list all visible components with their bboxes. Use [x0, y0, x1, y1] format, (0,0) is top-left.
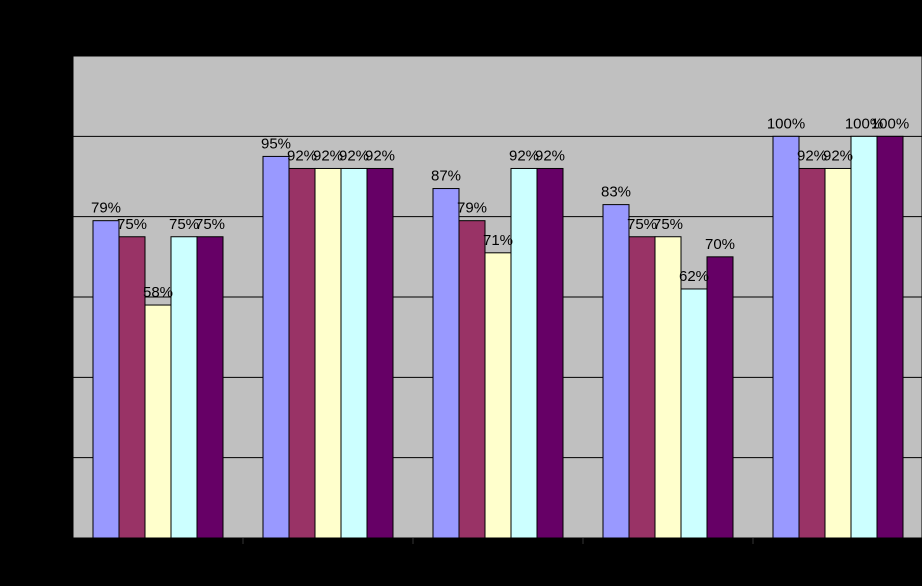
data-label: 71%	[483, 232, 513, 249]
bar	[876, 135, 904, 539]
bar	[798, 167, 826, 539]
data-label: 75%	[627, 216, 657, 233]
bar	[262, 155, 290, 539]
bars	[92, 135, 904, 539]
bar	[628, 236, 656, 539]
data-label: 58%	[143, 284, 173, 301]
bar	[458, 220, 486, 539]
data-label: 92%	[365, 147, 395, 164]
data-label: 92%	[287, 147, 317, 164]
data-label: 75%	[169, 216, 199, 233]
data-labels: 79%75%58%75%75%95%92%92%92%92%87%79%71%9…	[91, 115, 909, 301]
data-label: 92%	[823, 147, 853, 164]
data-label: 92%	[535, 147, 565, 164]
bar	[144, 304, 172, 539]
data-label: 92%	[313, 147, 343, 164]
data-label: 95%	[261, 135, 291, 152]
data-label: 75%	[195, 216, 225, 233]
data-label: 100%	[845, 115, 883, 132]
bar	[118, 236, 146, 539]
x-axis-ticks	[242, 538, 754, 544]
data-label: 92%	[339, 147, 369, 164]
data-label: 92%	[509, 147, 539, 164]
bar	[850, 135, 878, 539]
bar	[288, 167, 316, 539]
data-label: 75%	[653, 216, 683, 233]
data-label: 100%	[871, 115, 909, 132]
bar	[680, 288, 708, 539]
bar	[602, 204, 630, 539]
bar	[484, 252, 512, 539]
bar	[772, 135, 800, 539]
bar	[654, 236, 682, 539]
data-label: 70%	[705, 236, 735, 253]
data-label: 100%	[767, 115, 805, 132]
bar	[706, 256, 734, 539]
bar	[314, 167, 342, 539]
bar	[510, 167, 538, 539]
data-label: 79%	[91, 200, 121, 217]
bar	[340, 167, 368, 539]
data-label: 75%	[117, 216, 147, 233]
bar	[824, 167, 852, 539]
data-label: 62%	[679, 268, 709, 285]
bar	[92, 220, 120, 539]
data-label: 79%	[457, 200, 487, 217]
bar	[366, 167, 394, 539]
bar	[196, 236, 224, 539]
bar	[170, 236, 198, 539]
bar	[432, 188, 460, 539]
data-label: 87%	[431, 168, 461, 185]
data-label: 92%	[797, 147, 827, 164]
bar	[536, 167, 564, 539]
data-label: 83%	[601, 184, 631, 201]
